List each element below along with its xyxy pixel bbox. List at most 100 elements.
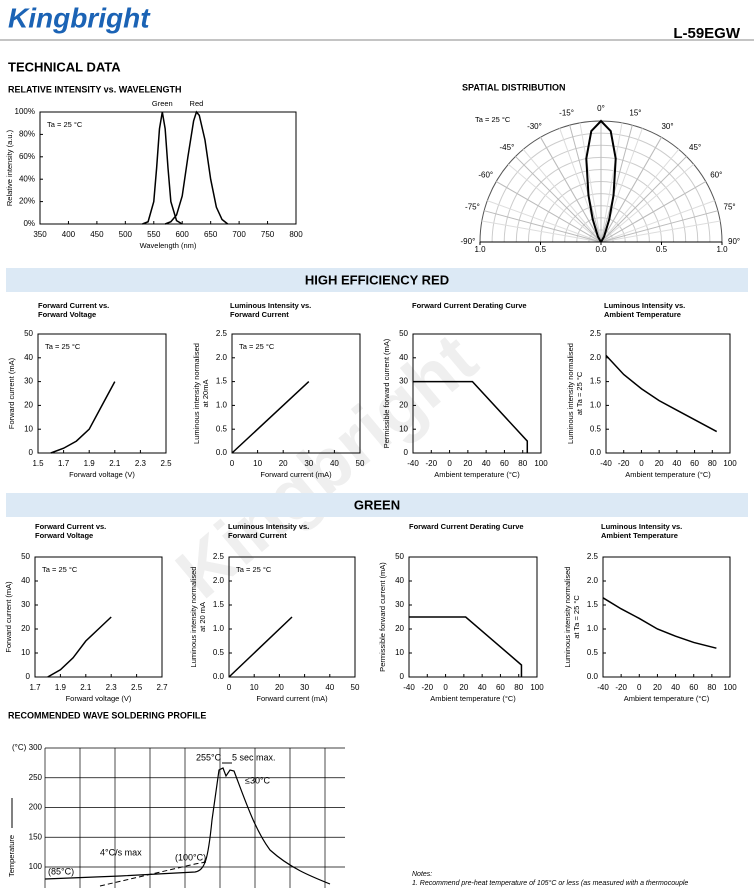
annotation: 255°C (196, 752, 222, 762)
plot-frame (231, 333, 361, 454)
chart-title: RECOMMENDED WAVE SOLDERING PROFILE (8, 710, 206, 720)
series-line (231, 381, 310, 454)
theta-tick (600, 136, 662, 243)
polar-spoke (600, 122, 623, 243)
x-tick-label: 2.5 (131, 683, 143, 692)
x-axis-label: Ambient temperature (°C) (430, 694, 516, 703)
r-tick-label: 0.0 (595, 245, 607, 254)
y-tick-label: 0.0 (216, 448, 228, 457)
y-tick-label: 100% (15, 107, 35, 116)
x-tick-label: 550 (147, 230, 161, 239)
y-axis-label: Luminous intensity normalised (189, 567, 198, 668)
x-axis-label: Forward voltage (V) (69, 470, 135, 479)
x-tick-label: 20 (459, 683, 468, 692)
chart-title: Ambient Temperature (604, 310, 681, 319)
y-tick-label: 0 (26, 672, 31, 681)
theta-tick-label: 45° (689, 143, 701, 152)
y-tick-label: 0.0 (587, 672, 599, 681)
y-tick-label: 20% (19, 197, 35, 206)
polar-spoke (600, 200, 715, 243)
x-tick-label: 80 (708, 459, 717, 468)
theta-tick-label: 30° (661, 122, 673, 131)
annotation: Ta = 25 °C (45, 342, 81, 351)
chart-title: Forward Current vs. (35, 522, 106, 531)
y-tick-label: 50 (24, 329, 33, 338)
y-tick-label: 1.0 (216, 401, 228, 410)
theta-tick-label: -75° (465, 203, 480, 212)
y-tick-label: 0 (404, 448, 409, 457)
r-tick-label: 0.5 (656, 245, 668, 254)
y-axis-label: Permissible forward current (mA) (382, 338, 391, 448)
x-tick-label: 30 (300, 683, 309, 692)
x-tick-label: 2.3 (106, 683, 118, 692)
chart-title: RELATIVE INTENSITY vs. WAVELENGTH (8, 84, 182, 94)
y-tick-label: 10 (395, 648, 404, 657)
y-tick-label: 2.5 (590, 329, 602, 338)
x-tick-label: 800 (289, 230, 303, 239)
x-tick-label: 20 (275, 683, 284, 692)
theta-tick-label: 60° (710, 171, 722, 180)
y-tick-label: 30 (24, 377, 33, 386)
x-tick-label: 1.7 (29, 683, 41, 692)
theta-tick-label: -60° (478, 171, 493, 180)
y-tick-label: 30 (21, 600, 30, 609)
y-tick-label: 0.0 (590, 448, 602, 457)
chart-title: SPATIAL DISTRIBUTION (462, 82, 566, 92)
series-line (602, 597, 717, 649)
y-tick-label: 40 (399, 353, 408, 362)
y-axis-label: Relative intensity (a.u.) (5, 129, 14, 206)
annotation: Ta = 25 °C (42, 565, 78, 574)
y-axis-label: Luminous intensity normalised (563, 567, 572, 668)
annotation: (100°C) (175, 852, 206, 862)
x-tick-label: -20 (422, 683, 434, 692)
plot-frame (34, 556, 163, 678)
y-tick-label: 1.5 (213, 600, 225, 609)
polar-spoke (481, 220, 602, 243)
x-tick-label: 50 (356, 459, 365, 468)
x-tick-label: 350 (33, 230, 47, 239)
y-tick-label: 0 (400, 672, 405, 681)
annotation: Ta = 25 °C (47, 120, 83, 129)
series-line (228, 616, 293, 678)
x-tick-label: 700 (232, 230, 246, 239)
x-tick-label: 80 (518, 459, 527, 468)
y-axis-label: at 20 mA (198, 602, 207, 632)
annotation: Ta = 25 °C (236, 565, 272, 574)
part-number: L-59EGW (673, 25, 741, 42)
plot-frame (605, 333, 731, 454)
x-tick-label: 750 (261, 230, 275, 239)
plot-frame (412, 333, 542, 454)
annotation: ≤30°C (245, 775, 271, 785)
x-axis-label: Wavelength (nm) (140, 241, 197, 250)
x-tick-label: 500 (119, 230, 133, 239)
annotation: 5 sec max. (232, 752, 276, 762)
x-tick-label: 650 (204, 230, 218, 239)
polar-spoke (487, 200, 602, 243)
y-tick-label: 2.0 (590, 353, 602, 362)
x-tick-label: 100 (530, 683, 544, 692)
plot-frame (37, 333, 167, 454)
x-tick-label: 400 (62, 230, 76, 239)
banner (6, 493, 748, 517)
polar-spoke (522, 148, 602, 243)
chart-title: Luminous Intensity vs. (604, 301, 685, 310)
x-tick-label: 2.3 (135, 459, 147, 468)
x-tick-label: 40 (330, 459, 339, 468)
x-tick-label: 40 (482, 459, 491, 468)
y-axis-label: Forward current (mA) (7, 357, 16, 429)
x-tick-label: -20 (618, 459, 630, 468)
legend-label: Red (190, 99, 204, 108)
x-axis-label: Forward current (mA) (256, 694, 328, 703)
x-tick-label: 80 (707, 683, 716, 692)
chart-title: Ambient Temperature (601, 531, 678, 540)
x-tick-label: 2.7 (156, 683, 168, 692)
annotation: 4°C/s max (100, 847, 142, 857)
y-tick-label: 300 (29, 743, 43, 752)
x-axis-label: Ambient temperature (°C) (625, 470, 711, 479)
plot-frame (228, 556, 356, 678)
x-tick-label: 0 (230, 459, 235, 468)
x-tick-label: 0 (639, 459, 644, 468)
x-tick-label: 2.1 (80, 683, 92, 692)
x-tick-label: 1.9 (55, 683, 67, 692)
y-tick-label: 0.0 (213, 672, 225, 681)
